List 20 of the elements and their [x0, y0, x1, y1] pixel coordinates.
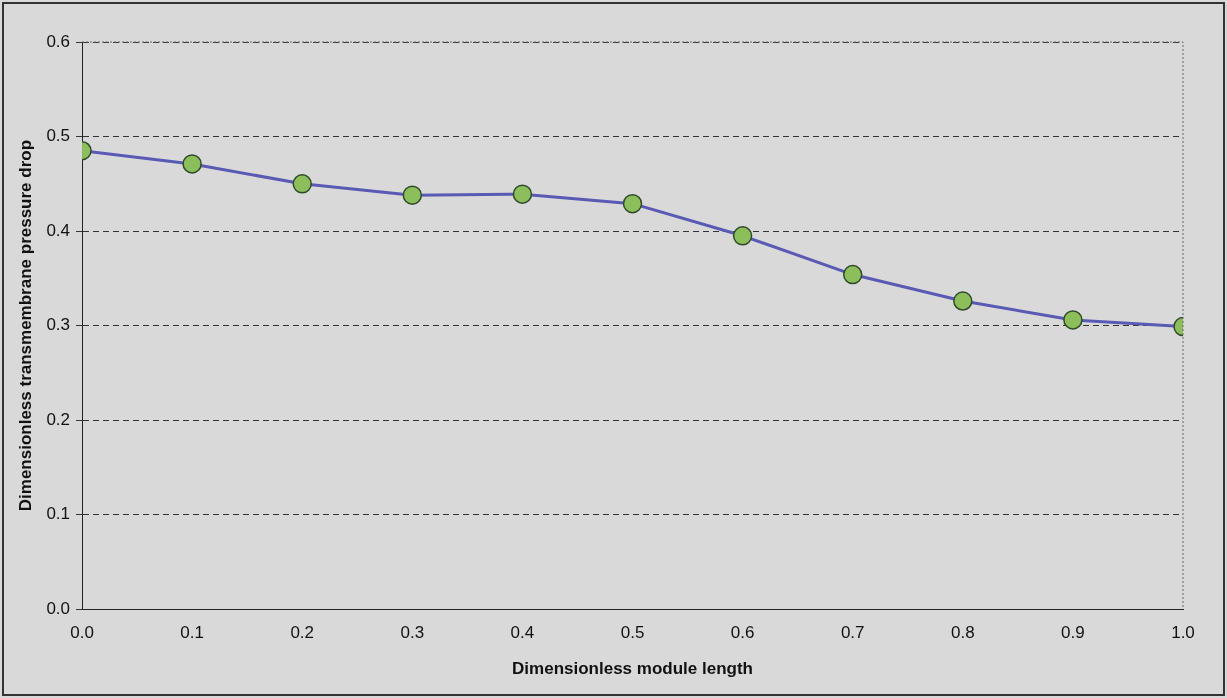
y-axis-title: Dimensionless transmembrane pressure drop [15, 139, 35, 512]
x-tick-label: 0.6 [730, 623, 755, 643]
y-tick-label: 0.6 [46, 31, 71, 51]
x-axis-title: Dimensionless module length [512, 659, 753, 679]
x-tick-label: 0.2 [290, 623, 315, 643]
y-tick-label: 0.2 [46, 409, 71, 429]
x-tick-label: 0.1 [180, 623, 204, 643]
x-tick-label: 0.5 [620, 623, 645, 643]
x-tick-label: 0.8 [950, 623, 975, 643]
y-tick-label: 0.5 [46, 126, 71, 146]
y-tick-label: 0.1 [46, 504, 71, 524]
x-tick-label: 0.3 [400, 623, 425, 643]
y-tick-label: 0.4 [46, 220, 71, 240]
x-tick-label: 0.0 [70, 623, 94, 643]
x-tick-label: 1.0 [1171, 623, 1195, 643]
y-tick-label: 0.3 [46, 315, 71, 335]
x-tick-label: 0.4 [510, 623, 535, 643]
x-tick-label: 0.7 [840, 623, 865, 643]
x-tick-label: 0.9 [1061, 623, 1085, 643]
y-tick-label: 0.0 [46, 598, 71, 618]
